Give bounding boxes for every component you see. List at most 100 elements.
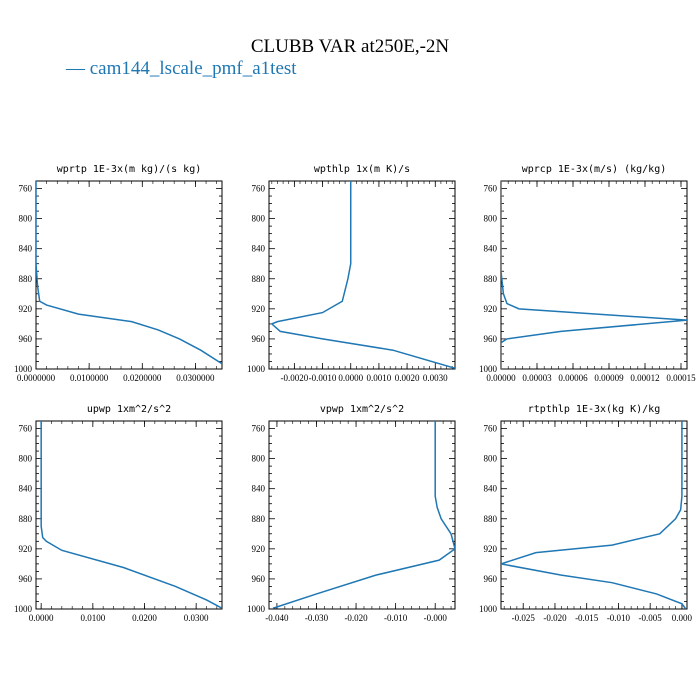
- x-tick-label: -0.010: [384, 613, 408, 623]
- x-tick-label: 0.00015: [666, 373, 696, 383]
- y-tick-label: 760: [252, 184, 266, 194]
- y-tick-label: 800: [484, 214, 498, 224]
- series-line: [270, 181, 455, 369]
- series-line: [40, 421, 222, 609]
- y-tick-label: 880: [19, 274, 33, 284]
- x-tick-label: 0.0000: [338, 373, 363, 383]
- x-tick-label: 0.0030: [423, 373, 448, 383]
- subplot-title: upwp 1xm^2/s^2: [87, 404, 171, 415]
- y-tick-label: 800: [19, 214, 33, 224]
- y-tick-label: 920: [19, 304, 33, 314]
- plot-frame: [268, 420, 456, 610]
- y-tick-label: 800: [19, 454, 33, 464]
- x-tick-label: -0.040: [265, 613, 289, 623]
- x-tick-label: -0.010: [607, 613, 631, 623]
- y-tick-label: 840: [252, 484, 266, 494]
- plot-frame: [500, 420, 688, 610]
- y-tick-label: 1000: [479, 364, 498, 374]
- x-tick-label: 0.00006: [558, 373, 588, 383]
- plot-frame: [268, 180, 456, 370]
- plot-frame: [500, 180, 688, 370]
- x-tick-label: 0.00009: [594, 373, 624, 383]
- subplot-4: upwp 1xm^2/s^2 760 800 840 880 920 960 10000.00…: [14, 404, 223, 623]
- y-tick-label: 880: [252, 274, 266, 284]
- series-line: [501, 421, 687, 609]
- x-tick-label: 0.00000: [486, 373, 516, 383]
- subplot-title: rtpthlp 1E-3x(kg K)/kg: [528, 404, 660, 415]
- x-tick-label: 0.0000000: [17, 373, 56, 383]
- y-tick-label: 760: [19, 184, 33, 194]
- x-tick-label: 0.0200000: [123, 373, 162, 383]
- y-tick-label: 1000: [14, 364, 33, 374]
- x-tick-label: 0.0010: [367, 373, 392, 383]
- y-tick-label: 920: [252, 304, 266, 314]
- y-tick-label: 880: [252, 514, 266, 524]
- x-tick-label: 0.00003: [522, 373, 552, 383]
- x-tick-label: -0.0010: [309, 373, 337, 383]
- y-tick-label: 920: [252, 544, 266, 554]
- series-line: [272, 421, 455, 609]
- y-tick-label: 960: [252, 574, 266, 584]
- figure-title: CLUBB VAR at250E,-2N: [250, 36, 450, 57]
- x-tick-label: 0.00012: [630, 373, 659, 383]
- y-tick-label: 920: [484, 544, 498, 554]
- x-tick-label: -0.020: [543, 613, 567, 623]
- subplot-6: rtpthlp 1E-3x(kg K)/kg 760 800 840 880 920 960…: [479, 404, 693, 623]
- x-tick-label: 0.0100: [80, 613, 105, 623]
- y-tick-label: 760: [484, 424, 498, 434]
- y-tick-label: 960: [252, 334, 266, 344]
- subplot-title: wprcp 1E-3x(m/s) (kg/kg): [522, 164, 667, 175]
- x-tick-label: 0.0300000: [176, 373, 215, 383]
- y-tick-label: 760: [484, 184, 498, 194]
- x-tick-label: -0.030: [305, 613, 329, 623]
- x-tick-label: -0.005: [639, 613, 663, 623]
- x-tick-label: -0.015: [575, 613, 599, 623]
- subplot-title: wprtp 1E-3x(m kg)/(s kg): [57, 164, 202, 175]
- plot-frame: [35, 180, 223, 370]
- x-tick-label: -0.020: [344, 613, 368, 623]
- x-tick-label: -0.025: [512, 613, 536, 623]
- x-tick-label: -0.0020: [280, 373, 308, 383]
- y-tick-label: 1000: [247, 604, 266, 614]
- subplot-2: wpthlp 1x(m K)/s 760 800 840 880 920 960 1000 -0…: [247, 164, 456, 383]
- x-tick-label: -0.000: [424, 613, 448, 623]
- subplot-title: wpthlp 1x(m K)/s: [314, 164, 410, 175]
- y-tick-label: 880: [484, 514, 498, 524]
- y-tick-label: 840: [484, 244, 498, 254]
- y-tick-label: 920: [19, 544, 33, 554]
- y-tick-label: 840: [19, 484, 33, 494]
- y-tick-label: 800: [252, 454, 266, 464]
- y-tick-label: 1000: [479, 604, 498, 614]
- y-tick-label: 960: [484, 334, 498, 344]
- y-tick-label: 880: [484, 274, 498, 284]
- x-tick-label: 0.0300: [184, 613, 209, 623]
- subplot-1: wprtp 1E-3x(m kg)/(s kg) 760 800 840 880 920 9…: [14, 164, 223, 383]
- y-tick-label: 840: [252, 244, 266, 254]
- y-tick-label: 760: [19, 424, 33, 434]
- y-tick-label: 760: [252, 424, 266, 434]
- y-tick-label: 800: [252, 214, 266, 224]
- subplot-title: vpwp 1xm^2/s^2: [320, 404, 404, 415]
- legend-entry: — cam144_lscale_pmf_a1test: [66, 58, 297, 79]
- y-tick-label: 840: [19, 244, 33, 254]
- y-tick-label: 960: [19, 334, 33, 344]
- y-tick-label: 800: [484, 454, 498, 464]
- x-tick-label: 0.000: [672, 613, 693, 623]
- x-tick-label: 0.0100000: [70, 373, 109, 383]
- y-tick-label: 1000: [14, 604, 33, 614]
- y-tick-label: 960: [484, 574, 498, 584]
- y-tick-label: 920: [484, 304, 498, 314]
- series-line: [501, 181, 687, 369]
- x-tick-label: 0.0020: [395, 373, 420, 383]
- subplot-5: vpwp 1xm^2/s^27608008408809209601000-0.0…: [247, 404, 456, 623]
- x-tick-label: 0.0000: [29, 613, 54, 623]
- x-tick-label: 0.0200: [132, 613, 157, 623]
- plot-frame: [35, 420, 223, 610]
- series-line: [36, 181, 222, 365]
- y-tick-label: 1000: [247, 364, 266, 374]
- y-tick-label: 880: [19, 514, 33, 524]
- y-tick-label: 840: [484, 484, 498, 494]
- y-tick-label: 960: [19, 574, 33, 584]
- subplot-3: wprcp 1E-3x(m/s) (kg/kg) 760 800 840 880 920 9…: [479, 164, 696, 383]
